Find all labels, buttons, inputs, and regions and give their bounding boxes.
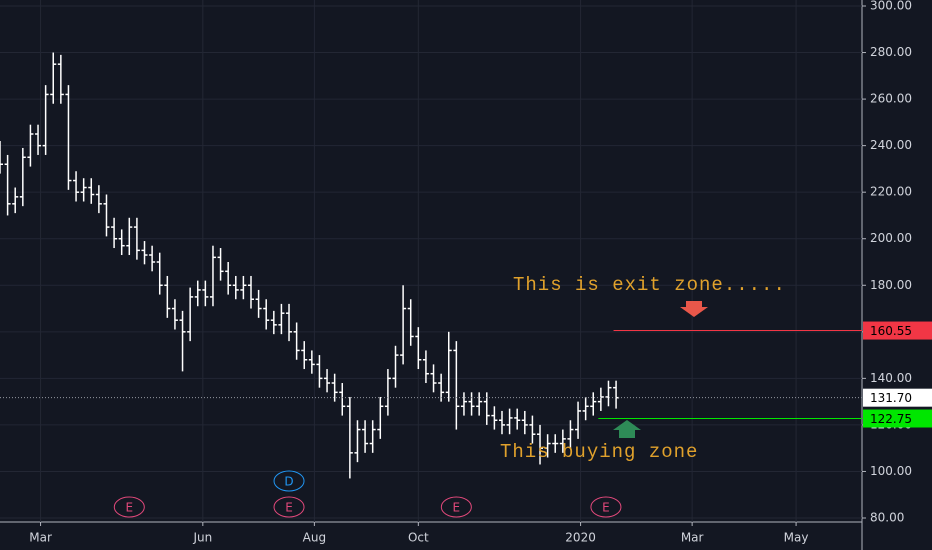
x-tick-label: Mar <box>29 531 52 545</box>
x-tick-label: Mar <box>681 531 704 545</box>
y-tick-label: 240.00 <box>870 138 912 152</box>
event-label: E <box>602 501 610 515</box>
y-tick-label: 80.00 <box>870 511 904 525</box>
up-arrow <box>613 420 641 438</box>
event-label: E <box>453 501 461 515</box>
bars <box>0 52 620 479</box>
event-marker <box>273 496 305 518</box>
event-marker <box>590 496 622 518</box>
event-marker <box>440 496 472 518</box>
price-label: 131.70 <box>870 391 912 405</box>
down-arrow <box>680 301 708 317</box>
event-marker <box>113 496 145 518</box>
y-tick-label: 280.00 <box>870 45 912 59</box>
x-tick-label: May <box>784 531 809 545</box>
price-label: 122.75 <box>870 412 912 426</box>
x-tick-label: 2020 <box>565 531 596 545</box>
x-tick-label: Jun <box>192 531 212 545</box>
y-tick-label: 200.00 <box>870 231 912 245</box>
event-label: E <box>285 501 293 515</box>
y-tick-label: 220.00 <box>870 185 912 199</box>
price-label-box <box>863 321 932 340</box>
event-label: D <box>284 475 293 489</box>
y-tick-label: 260.00 <box>870 92 912 106</box>
y-tick-label: 300.00 <box>870 0 912 13</box>
price-label: 160.55 <box>870 324 912 338</box>
grid: 80.00100.00120.00140.00160.00180.00200.0… <box>0 0 912 545</box>
y-tick-label: 140.00 <box>870 371 912 385</box>
annotation: This is exit zone..... <box>513 274 786 296</box>
x-tick-label: Oct <box>408 531 429 545</box>
event-marker <box>273 470 305 492</box>
annotation: This buying zone <box>500 441 698 463</box>
x-tick-label: Aug <box>303 531 326 545</box>
price-label-box <box>863 409 932 428</box>
y-tick-label: 180.00 <box>870 278 912 292</box>
price-label-box <box>863 388 932 407</box>
event-label: E <box>126 501 134 515</box>
y-tick-label: 100.00 <box>870 464 912 478</box>
